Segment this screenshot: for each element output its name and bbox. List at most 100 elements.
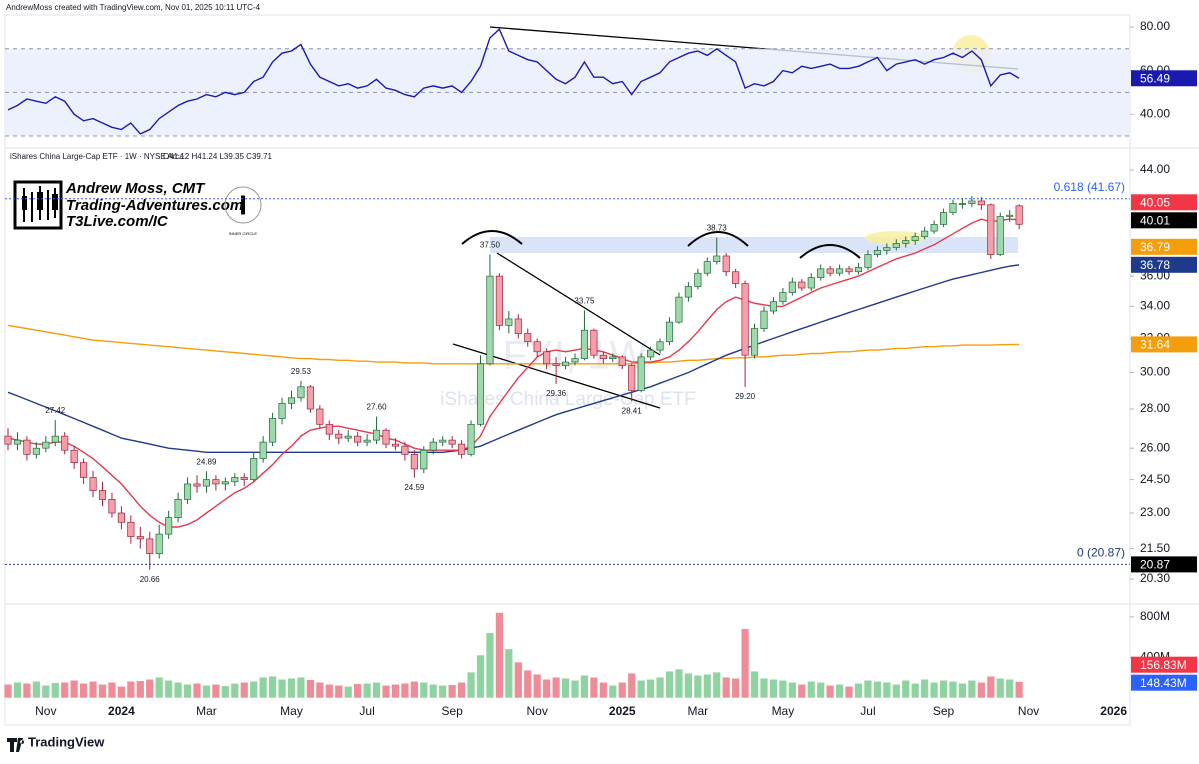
candle-body [694,272,702,287]
badge-letter: I [239,189,247,220]
volume-bar [505,649,513,698]
candle-body [836,268,844,274]
candle-body [127,521,135,537]
extreme-label: 24.89 [196,457,217,466]
y-tick-label: 800M [1140,609,1170,623]
candle-body [911,236,919,241]
volume-bar [703,674,711,698]
price-marker-label: 40.05 [1140,195,1170,209]
volume-bar [202,685,211,698]
extreme-label: 29.53 [291,367,312,376]
y-tick-label: 26.00 [1140,440,1170,454]
logo-link: T3Live.com/IC [66,213,169,230]
resistance-zone [490,237,1018,253]
volume-bar [155,677,163,698]
volume-bar [32,681,40,698]
extreme-label: 38.73 [707,224,728,233]
candle-body [221,481,229,485]
volume-bar [1015,681,1023,698]
x-tick-label: May [280,704,303,718]
x-tick-label: 2026 [1100,704,1127,718]
candle-body [354,435,362,443]
volume-bar [354,684,362,698]
fib-label: 0.618 (41.67) [1054,180,1125,194]
candle-body [136,536,144,540]
extreme-label: 20.66 [140,575,161,584]
candle-body [892,243,900,248]
extreme-label: 29.36 [546,389,567,398]
candle-body [306,386,314,410]
x-tick-label: Jul [860,704,875,718]
extreme-label: 37.50 [480,241,501,250]
volume-bar [420,682,428,698]
volume-bar [372,682,381,698]
candle-body [269,418,277,443]
y-tick-label: 20.30 [1140,571,1170,585]
volume-bar [297,677,305,698]
volume-bar [760,678,768,698]
candle-body [561,361,570,366]
price-marker-label: 36.78 [1140,258,1170,272]
price-marker [1131,656,1197,673]
candle-body [637,356,645,391]
volume-bar [193,683,201,698]
volume-bar [987,676,995,698]
volume-bar [467,672,475,698]
volume-bar [713,672,721,698]
trendline [496,252,661,356]
price-marker [1131,238,1197,255]
candle-body [543,351,551,365]
volume-bar [533,674,541,698]
candle-body [996,216,1004,255]
volume-bar [486,633,494,698]
price-marker [1131,70,1197,87]
candle-body [1015,205,1023,225]
volume-bar [647,679,655,698]
volume-bar [231,683,239,698]
candle-body [325,423,333,435]
candle-body [779,292,787,303]
candle-body [656,341,664,351]
candle-body [864,254,872,268]
y-tick-label: 40.00 [1140,106,1170,120]
volume-bar [221,686,229,698]
volume-bar [552,677,560,698]
candle-body [958,203,967,205]
volume-bar [382,685,390,698]
volume-bar [949,681,957,698]
candle-body [420,449,428,470]
x-tick-label: 2024 [108,704,135,718]
candle-body [647,349,655,358]
volume-bar [269,676,277,698]
candle-body [665,321,674,343]
candle-body [70,449,78,463]
volume-bar [524,670,532,698]
candle-body [240,477,248,480]
price-marker [1131,256,1197,273]
candle-body [817,268,825,278]
candle-body [883,247,891,251]
y-tick-label: 21.50 [1140,541,1170,555]
y-tick-label: 28.00 [1140,401,1170,415]
volume-bar [807,681,815,698]
candle-body [930,224,938,232]
volume-bar [599,682,607,698]
volume-bar [174,682,182,698]
volume-bar [902,680,910,698]
volume-bar [80,683,88,698]
candle-body [599,354,607,359]
x-tick-label: Mar [196,704,217,718]
candle-body [98,490,107,500]
volume-bar [4,684,12,698]
candle-body [873,249,881,255]
x-tick-label: Nov [527,704,548,718]
candle-body [467,423,475,455]
volume-bar [939,680,948,698]
candle-body [174,499,182,518]
candle-body [845,268,853,273]
fib-label: 0 (20.87) [1077,546,1125,560]
price-marker [1131,674,1197,691]
volume-bar [165,680,173,698]
volume-bar [401,683,409,698]
